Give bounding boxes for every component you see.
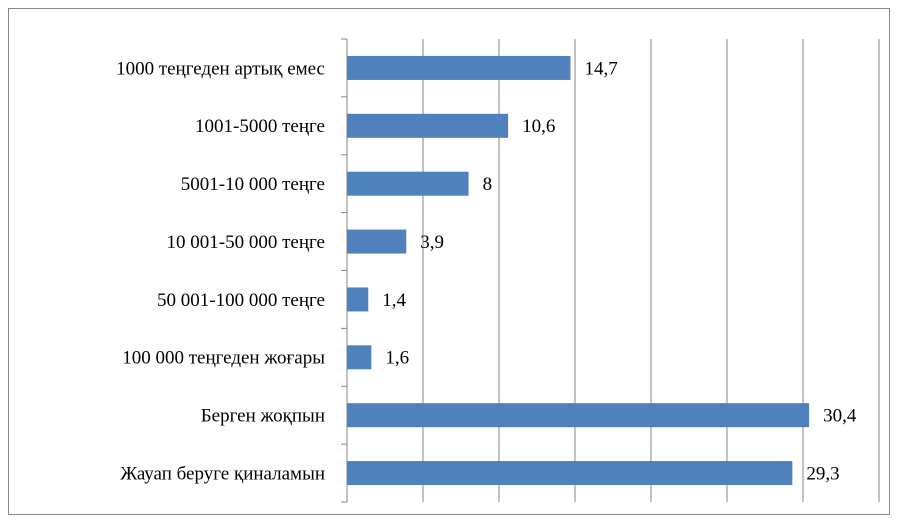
y-tick-label: 50 001-100 000 теңге bbox=[157, 290, 325, 311]
data-label: 3,9 bbox=[420, 232, 444, 253]
bar bbox=[347, 287, 369, 312]
bar bbox=[347, 171, 469, 196]
y-tick-label: Берген жоқпын bbox=[201, 406, 325, 427]
bar bbox=[347, 345, 372, 370]
y-tick-label: 1001-5000 теңге bbox=[195, 116, 325, 137]
data-label: 29,3 bbox=[806, 463, 839, 484]
y-tick-label: Жауап беруге қиналамын bbox=[120, 463, 325, 484]
y-tick-label: 5001-10 000 теңге bbox=[181, 174, 325, 195]
bar bbox=[347, 403, 810, 428]
bar bbox=[347, 461, 793, 486]
y-tick-label: 10 001-50 000 теңге bbox=[167, 232, 325, 253]
y-tick-label: 1000 теңгеден артық емес bbox=[116, 58, 325, 79]
data-label: 30,4 bbox=[823, 406, 857, 427]
bar bbox=[347, 229, 407, 254]
data-label: 8 bbox=[483, 174, 493, 195]
data-label: 1,4 bbox=[382, 290, 406, 311]
bar bbox=[347, 55, 571, 80]
data-label: 10,6 bbox=[522, 116, 555, 137]
data-label: 1,6 bbox=[385, 348, 409, 369]
bar bbox=[347, 113, 509, 138]
data-label: 14,7 bbox=[584, 58, 617, 79]
y-tick-label: 100 000 теңгеден жоғары bbox=[122, 348, 325, 369]
chart-frame bbox=[8, 8, 890, 515]
